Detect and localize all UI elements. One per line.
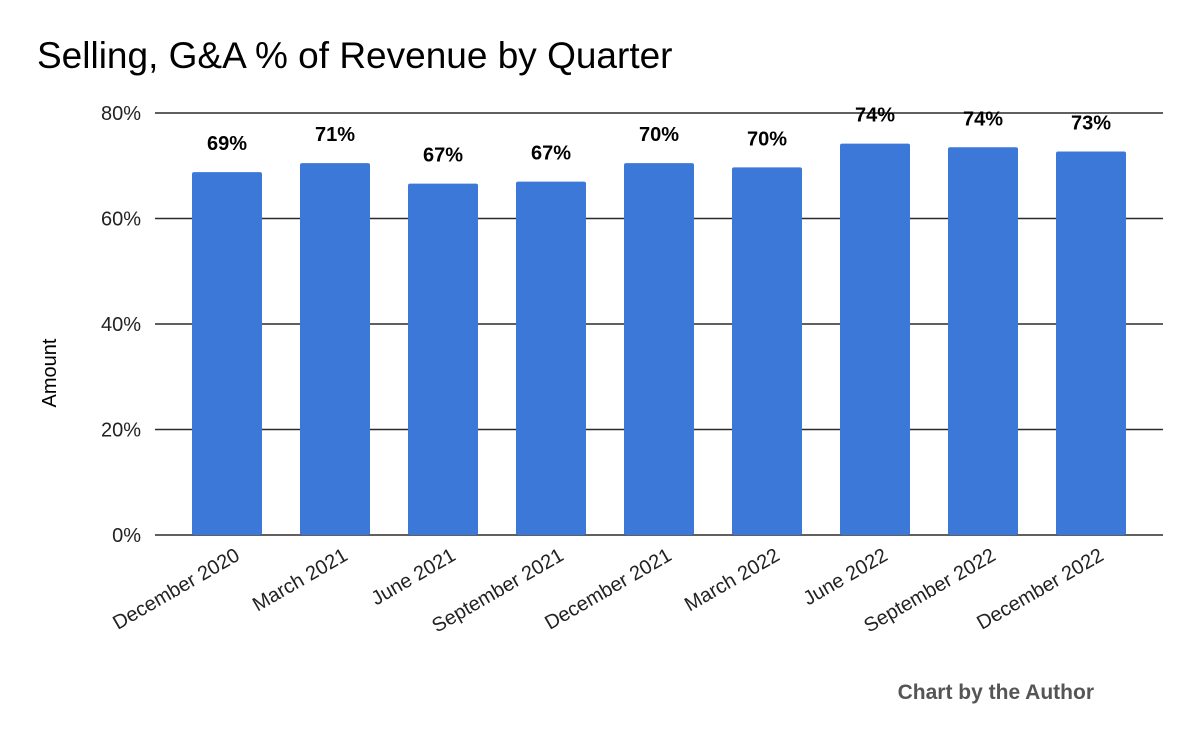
x-axis-ticks: December 2020 March 2021 June 2021Septembe… <box>109 544 1107 637</box>
x-tick-label: December 2020 <box>109 544 243 634</box>
y-axis-label: Amount <box>39 338 61 407</box>
chart-credit: Chart by the Author <box>898 681 1094 704</box>
x-tick-label: June 2022 <box>800 544 892 610</box>
bar <box>192 172 262 535</box>
y-axis-ticks: 0% 20% 40% 60% 80% <box>101 103 141 547</box>
bar <box>408 183 478 535</box>
y-tick-label: 40% <box>101 314 141 336</box>
bar <box>732 167 802 535</box>
x-tick-label: June 2021 <box>368 544 460 610</box>
y-tick-label: 0% <box>112 525 141 547</box>
bar <box>516 181 586 535</box>
data-label: 74% <box>963 108 1003 130</box>
bar <box>948 147 1018 535</box>
bar <box>300 163 370 536</box>
bar <box>624 163 694 536</box>
y-tick-label: 80% <box>101 103 141 125</box>
x-tick-label: March 2022 <box>681 544 783 616</box>
x-tick-label: March 2021 <box>249 544 351 616</box>
data-labels: 69% 71% 67% 67% 70% 70% 74% 74% 73% <box>207 105 1111 167</box>
data-label: 67% <box>531 143 571 165</box>
data-label: 73% <box>1071 113 1111 135</box>
data-label: 70% <box>747 128 787 150</box>
bars <box>192 143 1126 536</box>
bar <box>1056 151 1126 535</box>
chart-title: Selling, G&A % of Revenue by Quarter <box>37 35 673 76</box>
bar <box>840 143 910 535</box>
y-tick-label: 20% <box>101 420 141 442</box>
y-tick-label: 60% <box>101 209 141 231</box>
data-label: 71% <box>315 124 355 146</box>
data-label: 70% <box>639 124 679 146</box>
data-label: 69% <box>207 133 247 155</box>
data-label: 67% <box>423 145 463 167</box>
data-label: 74% <box>855 105 895 127</box>
